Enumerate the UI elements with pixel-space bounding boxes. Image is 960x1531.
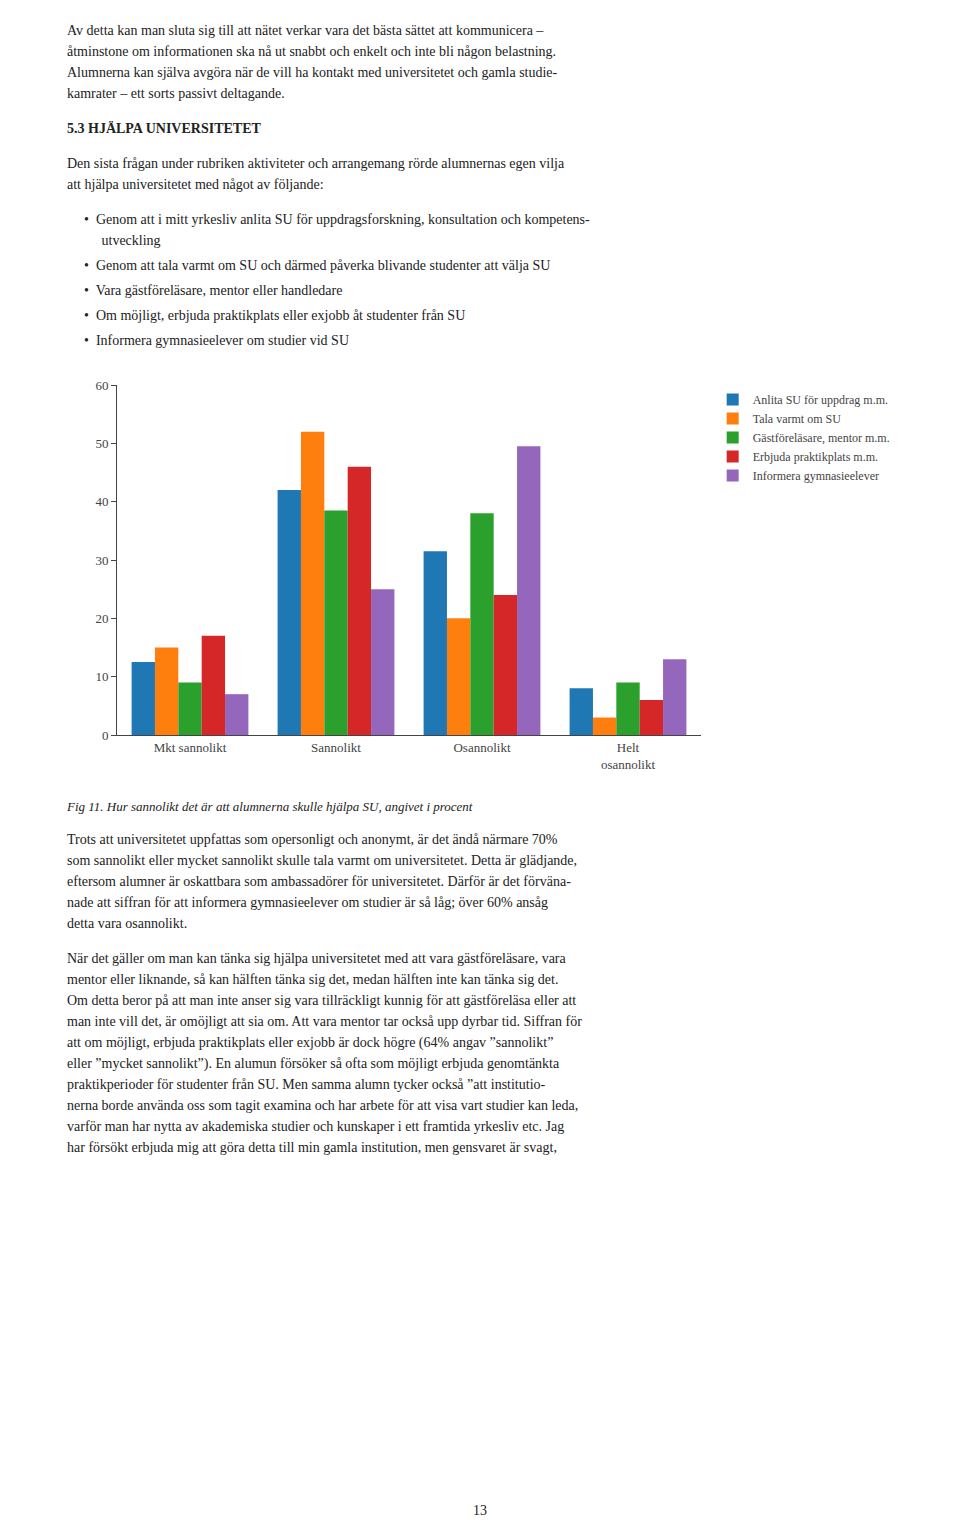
html-text:• Vara gästföreläsare, mentor: • Vara gästföreläsare, mentor eller hand… xyxy=(84,283,343,298)
svg-text:Informera gymnasieelever: Informera gymnasieelever xyxy=(753,469,879,483)
html-text:• Om möjligt, erbjuda praktikp: • Om möjligt, erbjuda praktikplats eller… xyxy=(84,308,466,323)
svg-text:50: 50 xyxy=(95,436,108,451)
svg-text:Mkt sannolikt: Mkt sannolikt xyxy=(154,740,227,755)
html-text:Fig 11. Hur sannolikt det är a: Fig 11. Hur sannolikt det är att alumner… xyxy=(67,799,473,814)
svg-text:Anlita SU för uppdrag m.m.: Anlita SU för uppdrag m.m. xyxy=(753,393,888,407)
svg-text:20: 20 xyxy=(95,611,108,626)
svg-text:Osannolikt: Osannolikt xyxy=(453,740,510,755)
html-text:• Genom att tala varmt om SU o: • Genom att tala varmt om SU och därmed … xyxy=(84,258,551,273)
html-text:5.3 HЈÄLPA UNIVERSITETET: 5.3 HЈÄLPA UNIVERSITETET xyxy=(67,121,261,136)
svg-text:Tala varmt om SU: Tala varmt om SU xyxy=(753,412,841,426)
svg-text:60: 60 xyxy=(95,378,108,393)
svg-text:10: 10 xyxy=(95,669,108,684)
html-text:När det gäller om man kan tänk: När det gäller om man kan tänka sig hjäl… xyxy=(67,951,582,1155)
html-text:Den sista frågan under rubrike: Den sista frågan under rubriken aktivite… xyxy=(67,156,565,192)
svg-text:Sannolikt: Sannolikt xyxy=(311,740,361,755)
svg-text:0: 0 xyxy=(102,728,109,743)
html-text:• Genom att i mitt yrkesliv an: • Genom att i mitt yrkesliv anlita SU fö… xyxy=(84,212,590,248)
html-text:Av detta kan man sluta sig til: Av detta kan man sluta sig till att näte… xyxy=(67,23,558,101)
svg-text:Erbjuda praktikplats m.m.: Erbjuda praktikplats m.m. xyxy=(753,450,878,464)
html-text:Trots att universitetet uppfat: Trots att universitetet uppfattas som op… xyxy=(67,832,578,931)
svg-text:40: 40 xyxy=(95,494,108,509)
html-text:13: 13 xyxy=(473,1503,487,1518)
svg-text:Heltosannolikt: Heltosannolikt xyxy=(601,740,656,772)
html-text:• Informera gymnasieelever om: • Informera gymnasieelever om studier vi… xyxy=(84,333,349,348)
svg-text:30: 30 xyxy=(95,553,108,568)
svg-text:Gästföreläsare, mentor m.m.: Gästföreläsare, mentor m.m. xyxy=(753,431,890,445)
